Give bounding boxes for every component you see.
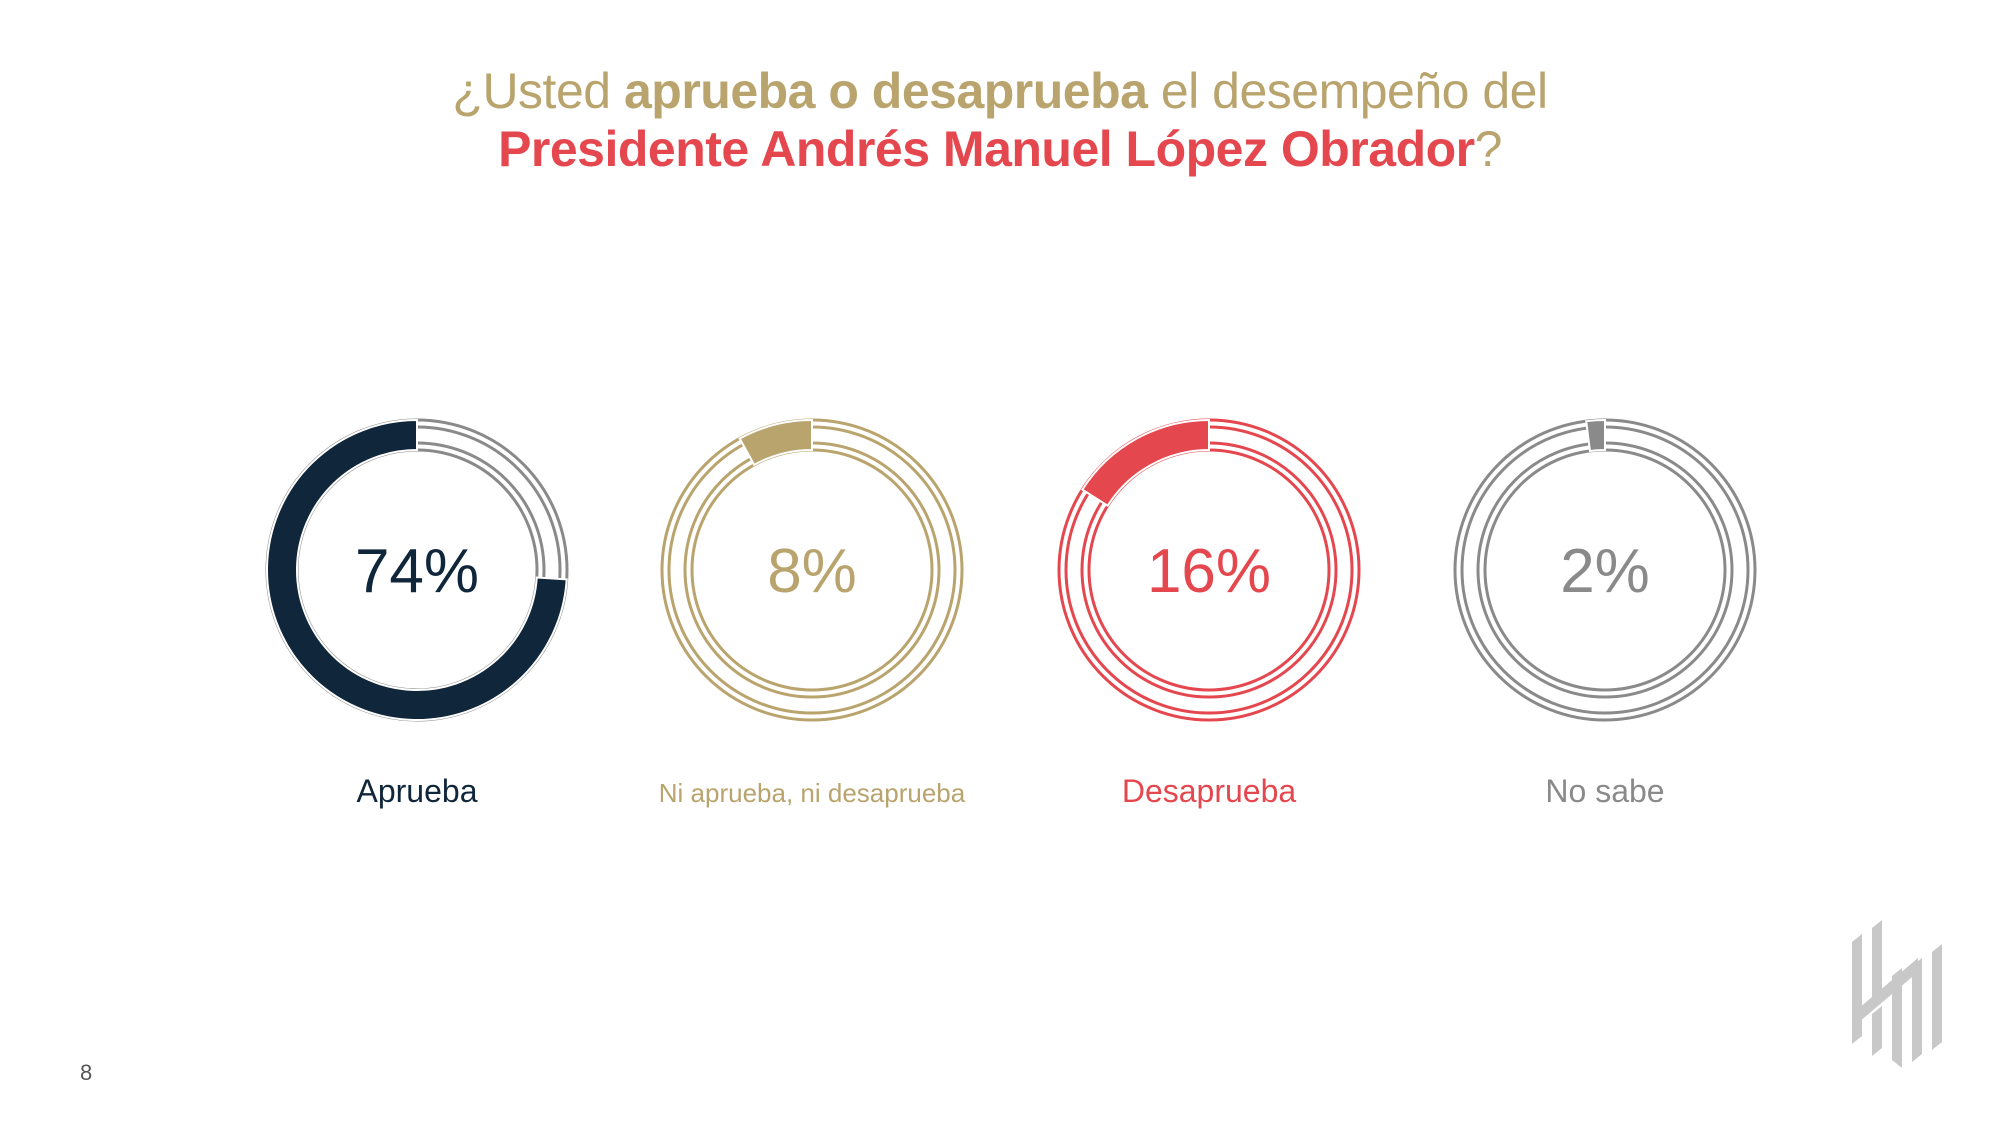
title-suffix: el desempeño del [1147,63,1548,119]
category-label-ni-aprueba-ni-desaprueba: Ni aprueba, ni desaprueba [659,778,966,808]
page-number: 8 [80,1060,93,1085]
firm-monogram-icon [1852,920,1942,1068]
value-label-aprueba: 74% [355,537,479,606]
chart-title-line2: Presidente Andrés Manuel López Obrador? [0,120,2000,178]
title-question-mark: ? [1474,121,1503,177]
value-label-ni-aprueba-ni-desaprueba: 8% [767,537,857,606]
category-label-aprueba: Aprueba [357,773,478,809]
donut-arc-no-sabe [1585,418,1606,453]
donut-arc-desaprueba [1080,418,1210,508]
value-label-no-sabe: 2% [1560,537,1650,606]
category-label-no-sabe: No sabe [1545,773,1664,809]
title-emphasis: aprueba o desaprueba [623,63,1148,119]
donut-arc-aprueba [266,418,568,721]
chart-title: ¿Usted aprueba o desaprueba el desempeño… [0,62,2000,178]
value-label-desaprueba: 16% [1147,537,1271,606]
title-president-name: Presidente Andrés Manuel López Obrador [498,121,1475,177]
donut-arc-ni-aprueba-ni-desaprueba [738,418,813,467]
category-label-desaprueba: Desaprueba [1122,773,1297,809]
chart-title-line1: ¿Usted aprueba o desaprueba el desempeño… [0,62,2000,120]
title-prefix: ¿Usted [452,63,624,119]
